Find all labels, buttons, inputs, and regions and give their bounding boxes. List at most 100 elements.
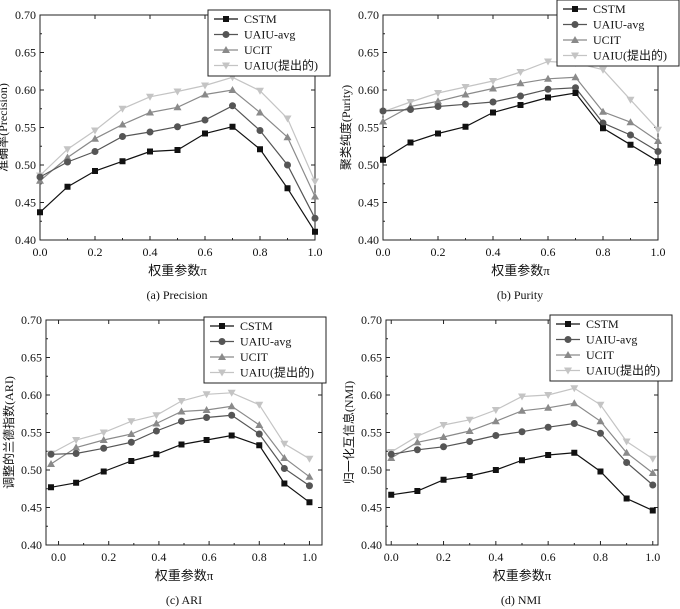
x-axis-label: 权重参数π xyxy=(491,263,550,278)
y-tick-label: 0.40 xyxy=(15,233,36,247)
marker-square xyxy=(388,491,395,498)
series-line xyxy=(382,76,659,142)
marker-triangle-up xyxy=(599,107,607,115)
marker-square xyxy=(284,185,291,192)
legend-entry: UCIT xyxy=(240,350,269,364)
marker-square xyxy=(202,130,208,137)
marker-square xyxy=(380,156,386,163)
legend-entry: CSTM xyxy=(244,12,277,26)
marker-triangle-down xyxy=(283,115,292,123)
marker-circle xyxy=(492,432,500,439)
marker-square xyxy=(153,451,160,458)
marker-triangle-down xyxy=(218,369,226,377)
marker-circle xyxy=(466,438,474,445)
x-tick-label: 0.4 xyxy=(488,550,503,564)
marker-square xyxy=(565,321,571,327)
x-axis-label: 权重参数π xyxy=(148,263,207,278)
marker-triangle-up xyxy=(127,430,136,437)
y-tick-label: 0.40 xyxy=(361,538,382,552)
y-tick-label: 0.65 xyxy=(15,46,36,60)
marker-circle xyxy=(440,443,448,451)
marker-triangle-down xyxy=(439,422,448,429)
legend-entry: UCIT xyxy=(244,43,273,57)
marker-triangle-down xyxy=(544,58,552,66)
legend-entry: UCIT xyxy=(586,348,615,362)
marker-square xyxy=(219,323,225,329)
marker-triangle-up xyxy=(99,436,108,443)
chart-panel-4: 0.40 0.45 0.50 0.55 0.60 0.65 0.70 0.0 0.2 0.4 0.6… xyxy=(341,313,673,607)
marker-triangle-down xyxy=(596,401,605,409)
series-line xyxy=(39,126,316,233)
y-tick-label: 0.70 xyxy=(361,313,382,327)
marker-square xyxy=(228,432,235,439)
marker-triangle-down xyxy=(118,105,127,113)
marker-triangle-up xyxy=(63,153,72,161)
x-tick-label: 1.0 xyxy=(302,550,317,564)
marker-circle xyxy=(544,423,552,431)
marker-square xyxy=(223,16,229,22)
marker-square xyxy=(128,458,135,464)
marker-triangle-down xyxy=(564,367,572,375)
marker-square xyxy=(174,147,181,153)
x-tick-label: 0.0 xyxy=(376,245,391,259)
panel-caption: (d) NMI xyxy=(501,593,541,607)
legend-entry: UAIU-avg xyxy=(244,28,295,42)
x-tick-label: 0.4 xyxy=(143,245,158,259)
marker-circle xyxy=(387,450,395,458)
y-tick-label: 0.65 xyxy=(361,351,382,365)
marker-circle xyxy=(229,102,236,110)
y-tick-label: 0.65 xyxy=(21,351,42,365)
y-tick-label: 0.55 xyxy=(21,426,42,440)
y-tick-label: 0.70 xyxy=(21,313,42,327)
marker-triangle-down xyxy=(99,429,108,437)
y-tick-label: 0.50 xyxy=(358,158,379,172)
x-tick-label: 0.0 xyxy=(33,245,48,259)
y-tick-label: 0.55 xyxy=(15,121,36,135)
marker-square xyxy=(519,457,525,464)
series-line xyxy=(39,105,316,219)
marker-square xyxy=(407,139,414,146)
marker-triangle-up xyxy=(152,419,161,427)
marker-triangle-down xyxy=(413,433,422,441)
marker-triangle-up xyxy=(491,417,500,425)
marker-circle xyxy=(47,450,55,458)
y-tick-label: 0.60 xyxy=(15,83,36,97)
x-tick-label: 0.0 xyxy=(384,550,399,564)
marker-triangle-up xyxy=(173,103,182,111)
marker-circle xyxy=(413,446,421,454)
marker-triangle-up xyxy=(626,118,635,126)
marker-triangle-up xyxy=(228,86,237,93)
marker-square xyxy=(649,507,656,514)
marker-triangle-up xyxy=(544,74,552,82)
marker-square xyxy=(37,209,43,216)
marker-circle xyxy=(571,21,579,28)
marker-square xyxy=(545,452,552,458)
x-tick-label: 0.2 xyxy=(436,550,451,564)
marker-triangle-up xyxy=(461,90,470,98)
marker-triangle-down xyxy=(202,391,211,399)
marker-square xyxy=(257,146,263,153)
marker-triangle-up xyxy=(518,406,526,414)
marker-circle xyxy=(201,116,209,124)
marker-square xyxy=(655,158,661,165)
y-tick-label: 0.65 xyxy=(358,46,379,60)
marker-triangle-up xyxy=(283,133,292,141)
marker-triangle-down xyxy=(146,93,154,101)
marker-square xyxy=(572,90,579,96)
marker-square xyxy=(100,468,107,475)
marker-triangle-down xyxy=(127,418,136,426)
marker-circle xyxy=(627,131,634,139)
marker-square xyxy=(545,94,551,101)
marker-triangle-up xyxy=(47,460,56,467)
marker-square xyxy=(48,484,55,491)
marker-triangle-up xyxy=(146,108,154,116)
marker-circle xyxy=(36,173,44,181)
marker-triangle-down xyxy=(434,90,442,97)
marker-triangle-up xyxy=(201,90,209,98)
marker-triangle-down xyxy=(256,87,264,95)
y-tick-label: 0.60 xyxy=(358,83,379,97)
marker-triangle-down xyxy=(570,385,579,393)
x-tick-label: 0.2 xyxy=(431,245,446,259)
